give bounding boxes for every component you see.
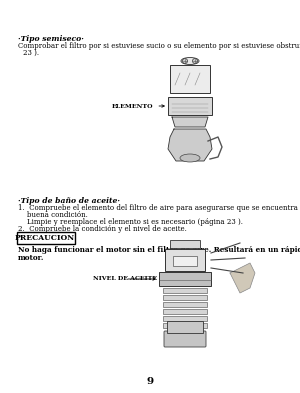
- FancyBboxPatch shape: [167, 321, 203, 333]
- Text: Comprobar el filtro por si estuviese sucio o su elemento por si estuviese obstru: Comprobar el filtro por si estuviese suc…: [18, 42, 300, 50]
- FancyBboxPatch shape: [170, 65, 210, 93]
- FancyBboxPatch shape: [163, 323, 207, 328]
- Text: NIVEL DE ACEITE: NIVEL DE ACEITE: [93, 277, 157, 281]
- Text: No haga funcionar el motor sin el filtro de aire. Resultará en un rápido desgast: No haga funcionar el motor sin el filtro…: [18, 246, 300, 255]
- Text: 1.  Compruebe el elemento del filtro de aire para asegurarse que se encuentra li: 1. Compruebe el elemento del filtro de a…: [18, 204, 300, 213]
- Text: 23 ).: 23 ).: [23, 49, 39, 57]
- FancyBboxPatch shape: [163, 295, 207, 300]
- FancyBboxPatch shape: [16, 232, 74, 244]
- FancyBboxPatch shape: [163, 309, 207, 314]
- Text: 2.  Compruebe la condición y el nivel de aceite.: 2. Compruebe la condición y el nivel de …: [18, 225, 187, 233]
- FancyBboxPatch shape: [163, 316, 207, 321]
- Circle shape: [193, 59, 197, 64]
- Circle shape: [182, 59, 188, 64]
- Text: motor.: motor.: [18, 254, 44, 262]
- Text: ELEMENTO: ELEMENTO: [112, 103, 164, 108]
- Ellipse shape: [180, 154, 200, 162]
- FancyBboxPatch shape: [173, 256, 197, 266]
- Text: buena condición.: buena condición.: [18, 211, 88, 219]
- Ellipse shape: [181, 57, 199, 64]
- Text: ·Tipo de baño de aceite·: ·Tipo de baño de aceite·: [18, 197, 120, 205]
- FancyBboxPatch shape: [168, 97, 212, 115]
- Text: Limpie y reemplace el elemento si es necesario (página 23 ).: Limpie y reemplace el elemento si es nec…: [18, 217, 243, 226]
- FancyBboxPatch shape: [165, 249, 205, 271]
- Polygon shape: [230, 263, 255, 293]
- FancyBboxPatch shape: [170, 240, 200, 248]
- Polygon shape: [172, 117, 208, 127]
- FancyBboxPatch shape: [159, 272, 211, 286]
- FancyBboxPatch shape: [163, 302, 207, 307]
- Text: PRECAUCION: PRECAUCION: [15, 234, 75, 242]
- FancyBboxPatch shape: [164, 331, 206, 347]
- Text: 9: 9: [146, 376, 154, 386]
- FancyBboxPatch shape: [163, 288, 207, 293]
- Polygon shape: [168, 129, 212, 161]
- Text: ·Tipo semiseco·: ·Tipo semiseco·: [18, 35, 84, 43]
